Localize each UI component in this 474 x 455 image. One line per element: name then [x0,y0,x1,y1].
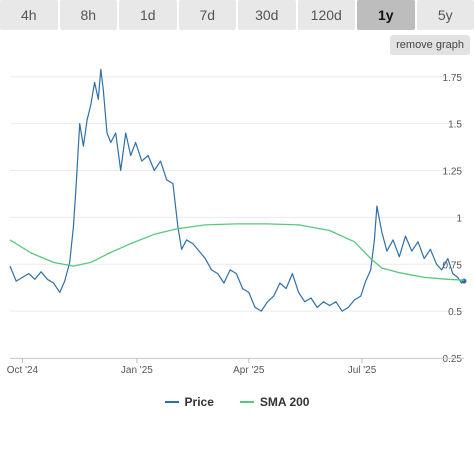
x-tick-label: Jul '25 [348,365,377,376]
y-tick-label: 1.5 [448,120,462,131]
x-tick-label: Jan '25 [121,365,153,376]
x-tick-label: Apr '25 [233,365,265,376]
legend-swatch [239,401,254,403]
chart-grid [10,76,464,359]
chart-series [9,68,467,312]
sma-200-line [9,223,465,281]
y-tick-label: 1 [456,213,462,224]
price-line [9,68,465,312]
tab-120d[interactable]: 120d [297,0,355,30]
legend-item-sma-200[interactable]: SMA 200 [239,393,310,411]
price-last-point [461,278,467,284]
tab-8h[interactable]: 8h [59,0,117,30]
remove-graph-button[interactable]: remove graph [390,35,470,55]
y-tick-label: 0.75 [443,260,463,271]
y-tick-label: 1.25 [443,167,463,178]
y-tick-label: 1.75 [443,73,463,84]
y-tick-label: 0.25 [443,354,463,365]
x-tick-label: Oct '24 [7,365,39,376]
x-axis: Oct '24 Jan '25 Apr '25 Jul '25 [7,358,464,376]
tab-5y[interactable]: 5y [416,0,474,30]
legend-swatch [164,401,179,403]
tab-1d[interactable]: 1d [119,0,177,30]
chart-legend: Price SMA 200 [0,393,474,411]
legend-label: SMA 200 [259,395,310,409]
tab-4h[interactable]: 4h [0,0,58,30]
tab-30d[interactable]: 30d [238,0,296,30]
tab-1y[interactable]: 1y [357,0,415,30]
tab-7d[interactable]: 7d [178,0,236,30]
legend-item-price[interactable]: Price [164,393,214,411]
y-tick-label: 0.5 [448,307,462,318]
legend-label: Price [184,395,214,409]
timeframe-tabs: 4h 8h 1d 7d 30d 120d 1y 5y [0,0,474,30]
y-axis: 0.25 0.5 0.75 1 1.25 1.5 1.75 [443,73,463,365]
price-chart: 0.25 0.5 0.75 1 1.25 1.5 1.75 Oct '24 Jan '25 Ap… [7,68,467,376]
